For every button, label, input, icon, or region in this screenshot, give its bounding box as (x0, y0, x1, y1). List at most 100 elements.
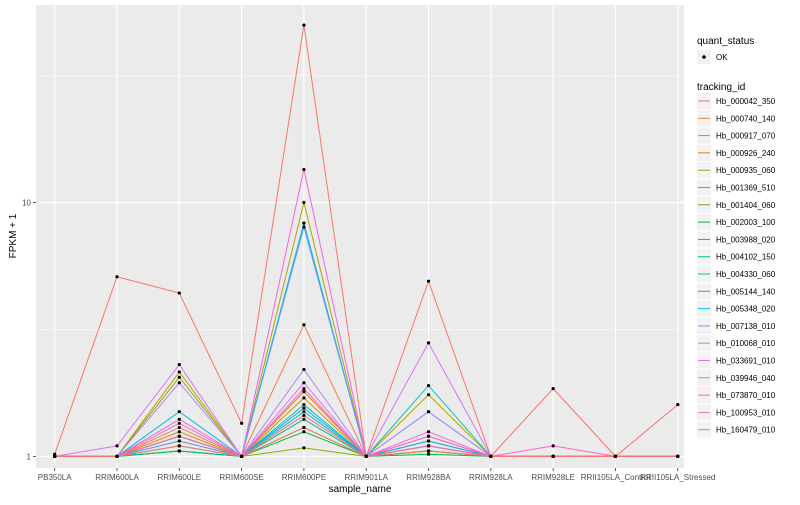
data-points (53, 23, 680, 458)
data-point (115, 454, 119, 458)
legend-label: Hb_033691_010 (716, 357, 776, 366)
x-axis-ticks: PB350LA RRIM600LA RRIM600LE RRIM600SE RRIM60… (38, 468, 715, 482)
data-point (426, 449, 431, 453)
legend-point-key (702, 55, 706, 59)
legend-label: Hb_160479_010 (716, 426, 776, 435)
data-point (302, 167, 306, 172)
data-point (177, 375, 181, 379)
legend-label: Hb_010068_010 (716, 339, 776, 348)
data-point (426, 384, 431, 388)
tracking-id-legend-title: tracking_id (697, 82, 745, 93)
legend-label: Hb_000042_350 (716, 97, 776, 106)
data-point (177, 449, 181, 453)
data-point (302, 402, 306, 407)
data-point (426, 430, 431, 434)
legend-label: Hb_073870_010 (716, 391, 776, 400)
data-point (364, 454, 368, 458)
data-point (302, 200, 306, 205)
legend-label: Hb_005348_020 (716, 305, 776, 314)
data-point (302, 221, 306, 225)
data-point (551, 444, 555, 448)
data-point (240, 421, 244, 425)
legend: quant_status OK tracking_id Hb_000042_35… (697, 36, 776, 438)
legend-label: Hb_003988_020 (716, 235, 776, 244)
data-point (426, 452, 431, 456)
data-point (177, 417, 181, 421)
data-point (302, 396, 306, 400)
data-point (676, 402, 680, 407)
y-tick-label: 1 (27, 452, 32, 461)
data-point (115, 444, 119, 448)
data-point (426, 444, 431, 448)
data-point (177, 444, 181, 448)
x-tick-label: RRIM600LA (95, 473, 139, 482)
data-point (177, 381, 181, 385)
data-point (177, 410, 181, 414)
legend-label: Hb_004330_060 (716, 270, 776, 279)
legend-label: Hb_002003_100 (716, 218, 776, 227)
data-point (302, 389, 306, 394)
data-point (426, 341, 431, 345)
x-tick-label: RRII105LA_Stressed (640, 473, 715, 482)
data-point (302, 386, 306, 391)
x-tick-label: PB350LA (38, 473, 72, 482)
data-point (302, 225, 306, 229)
data-point (177, 425, 181, 430)
data-point (426, 410, 431, 414)
data-point (177, 362, 181, 367)
data-point (177, 434, 181, 438)
data-point (302, 23, 306, 27)
legend-label: Hb_100953_010 (716, 408, 776, 417)
data-point (489, 454, 493, 458)
data-point (426, 393, 431, 397)
data-point (551, 454, 555, 458)
x-tick-label: RRIM928BA (406, 473, 451, 482)
data-point (302, 413, 306, 418)
data-point (177, 421, 181, 425)
data-point (177, 370, 181, 374)
x-axis-title: sample_name (329, 484, 392, 495)
legend-label: Hb_000926_240 (716, 149, 776, 158)
data-point (426, 439, 431, 443)
x-tick-label: RRIM600LE (158, 473, 202, 482)
data-point (613, 454, 618, 458)
y-axis-title: FPKM + 1 (8, 213, 19, 258)
legend-label: Hb_005144_140 (716, 287, 776, 296)
x-tick-label: RRIM928LA (469, 473, 513, 482)
legend-label: Hb_007138_010 (716, 322, 776, 331)
data-point (302, 430, 306, 434)
data-point (551, 386, 555, 391)
data-point (115, 275, 119, 279)
data-point (302, 417, 306, 421)
data-point (426, 279, 431, 283)
x-tick-label: RRIM600SE (219, 473, 263, 482)
x-tick-label: RRIM928LE (531, 473, 575, 482)
data-point (240, 454, 244, 458)
data-point (302, 410, 306, 414)
data-point (177, 430, 181, 434)
tracking-id-legend-items: Hb_000042_350 Hb_000740_140 Hb_000917_070 H… (697, 93, 776, 438)
legend-label: OK (716, 53, 728, 62)
plot-panel (36, 5, 684, 468)
data-point (426, 434, 431, 438)
quant-status-legend-items: OK (697, 50, 728, 64)
data-point (177, 439, 181, 443)
quant-status-legend-title: quant_status (697, 36, 754, 47)
x-tick-label: RRII105LA_Control (581, 473, 651, 482)
legend-label: Hb_039946_040 (716, 374, 776, 383)
data-point (53, 454, 57, 458)
data-point (302, 425, 306, 430)
y-axis-ticks: 1 10 (22, 199, 36, 461)
data-point (302, 446, 306, 450)
legend-label: Hb_000740_140 (716, 114, 776, 123)
legend-label: Hb_001404_060 (716, 201, 776, 210)
legend-label: Hb_000917_070 (716, 132, 776, 141)
legend-label: Hb_001369_510 (716, 184, 776, 193)
legend-label: Hb_004102_150 (716, 253, 776, 262)
legend-label: Hb_000935_060 (716, 166, 776, 175)
y-tick-label: 10 (22, 199, 31, 208)
data-point (676, 454, 680, 458)
x-tick-label: RRIM600PE (282, 473, 326, 482)
x-tick-label: RRIM901LA (344, 473, 388, 482)
